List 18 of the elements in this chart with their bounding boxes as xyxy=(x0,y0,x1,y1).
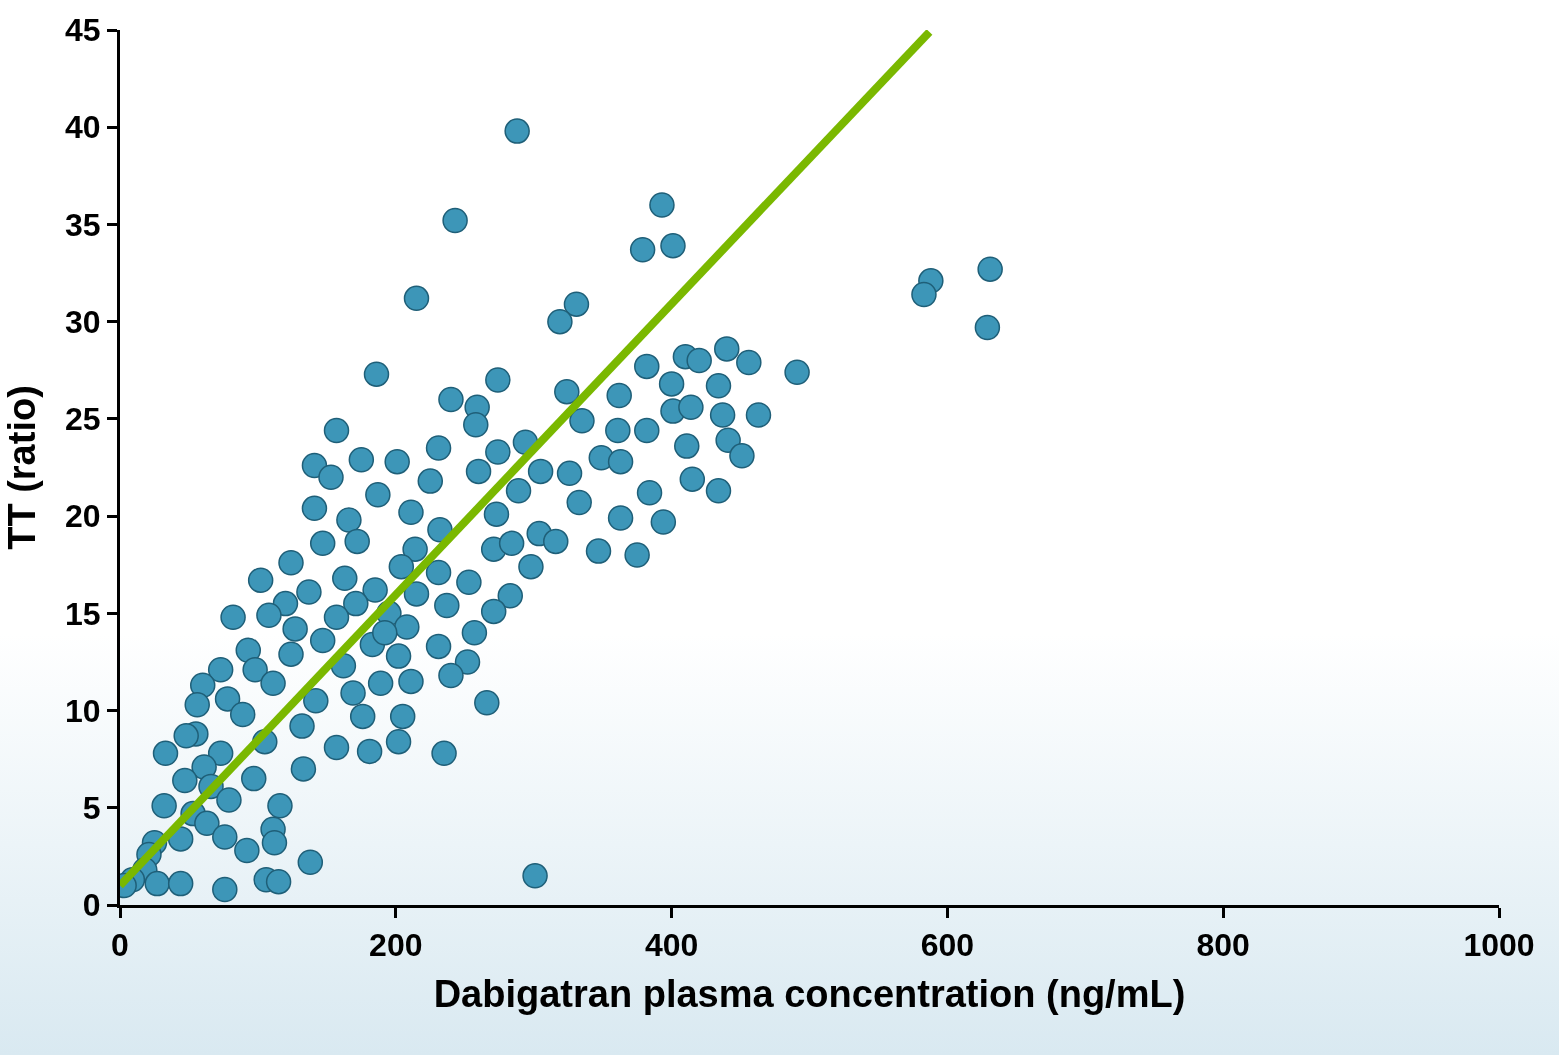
y-tick-label: 5 xyxy=(82,789,101,826)
x-tick-label: 400 xyxy=(644,927,699,964)
y-tick-label: 45 xyxy=(65,12,101,49)
y-tick-label: 40 xyxy=(65,109,101,146)
y-tick-label: 0 xyxy=(82,887,101,924)
y-tick-label: 35 xyxy=(65,206,101,243)
x-tick-label: 0 xyxy=(111,927,129,964)
x-tick-label: 200 xyxy=(369,927,423,964)
x-tick-label: 600 xyxy=(920,927,975,964)
x-tick-label: 800 xyxy=(1196,927,1250,964)
x-axis-title: Dabigatran plasma concentration (ng/mL) xyxy=(433,972,1186,1015)
y-tick-label: 30 xyxy=(65,303,101,340)
x-tick-label: 1000 xyxy=(1463,927,1535,964)
y-tick-label: 25 xyxy=(65,401,101,438)
y-tick-label: 10 xyxy=(65,692,101,729)
y-axis-title: TT (ratio) xyxy=(1,385,44,550)
y-tick-label: 15 xyxy=(65,595,101,632)
y-tick-label: 20 xyxy=(65,498,101,535)
